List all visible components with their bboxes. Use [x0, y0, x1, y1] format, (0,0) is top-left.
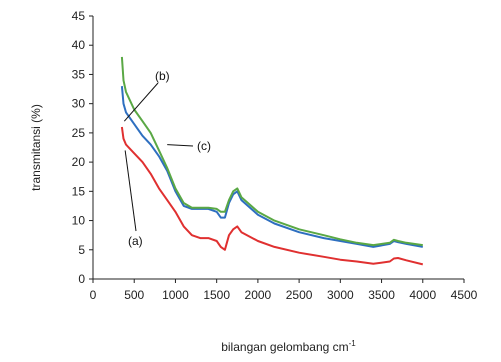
y-axis: 0 5 10 15 20 25 30 35 40 45 — [72, 9, 94, 286]
leader-line-b — [123, 82, 159, 122]
series-layer — [120, 56, 424, 266]
x-tick-label: 2000 — [245, 288, 272, 302]
x-axis-label-text: bilangan gelombang cm — [221, 340, 348, 354]
y-tick-label: 0 — [78, 272, 85, 286]
annotation-a: (a) — [128, 234, 143, 248]
x-tick-label: 1000 — [162, 288, 189, 302]
x-axis-label-superscript: -1 — [349, 339, 357, 348]
y-tick-label: 10 — [72, 214, 86, 228]
y-axis-label: transmitansi (%) — [29, 104, 43, 191]
series-line-c — [120, 56, 423, 247]
x-axis: 0 500 1000 1500 2000 2500 3000 3500 4000 4500 — [90, 278, 478, 302]
x-tick-label: 2500 — [286, 288, 313, 302]
y-tick-label: 40 — [72, 38, 86, 52]
y-tick-label: 15 — [72, 184, 86, 198]
annotation-b: (b) — [155, 69, 170, 83]
y-tick-label: 25 — [72, 126, 86, 140]
y-tick-label: 35 — [72, 67, 86, 81]
x-tick-label: 1500 — [203, 288, 230, 302]
x-tick-label: 500 — [124, 288, 144, 302]
x-tick-label: 4500 — [451, 288, 478, 302]
annotation-c: (c) — [197, 139, 211, 153]
x-tick-label: 3500 — [368, 288, 395, 302]
leader-line-c — [167, 144, 194, 147]
y-tick-label: 5 — [78, 243, 85, 257]
x-tick-label: 3000 — [327, 288, 354, 302]
x-tick-label: 0 — [90, 288, 97, 302]
series-line-b — [120, 86, 423, 248]
x-tick-label: 4000 — [409, 288, 436, 302]
y-tick-label: 30 — [72, 97, 86, 111]
y-tick-label: 45 — [72, 9, 86, 23]
x-axis-label: bilangan gelombang cm-1 — [221, 339, 356, 354]
leader-line-a — [124, 150, 137, 232]
series-line-a — [120, 126, 424, 266]
y-tick-label: 20 — [72, 155, 86, 169]
annotations: (a) (b) (c) — [123, 69, 211, 248]
